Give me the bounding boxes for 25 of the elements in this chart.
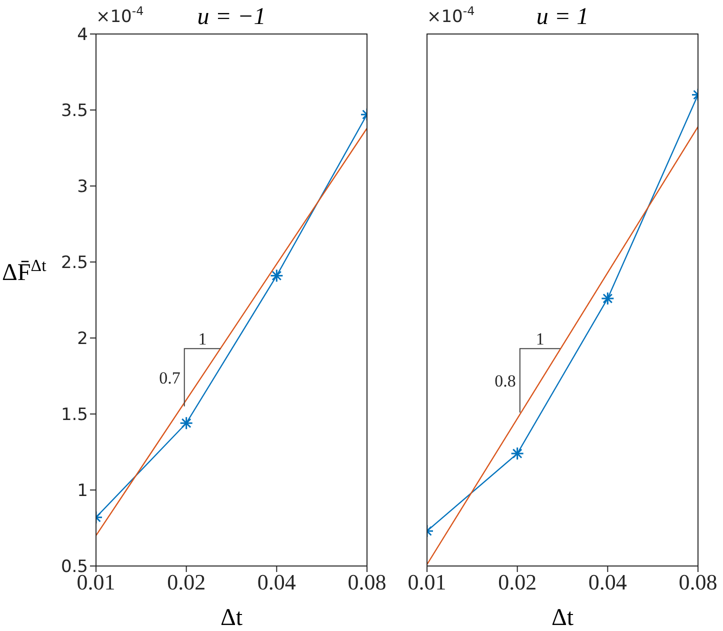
x-tick-label: 0.01: [408, 570, 446, 595]
text: ×10$^{-4}$: [96, 4, 144, 27]
annotation: 1: [198, 330, 207, 349]
y-tick-label: 2: [77, 329, 88, 350]
x-tick-label: 0.02: [167, 570, 206, 595]
y-axis-title: ΔF̄$^{Δt}$: [2, 256, 47, 286]
annotation: 1: [536, 330, 544, 349]
text: ×10$^{-4}$: [427, 4, 475, 27]
y-tick-label: 1: [77, 481, 88, 502]
x-tick-label: 0.04: [588, 570, 627, 595]
annotation: 0.7: [159, 368, 181, 388]
x-axis-title: Δt: [551, 605, 574, 631]
chart-title: u = −1: [197, 4, 266, 30]
y-tick-label: 3.5: [60, 101, 88, 122]
y-tick-label: 1.5: [60, 405, 88, 426]
annotation: 0.8: [494, 372, 516, 391]
y-tick-label: 4: [77, 25, 88, 46]
x-tick-label: 0.04: [257, 570, 296, 595]
y-tick-label: 3: [77, 177, 88, 198]
y-tick-label: 2.5: [60, 253, 88, 274]
x-tick-label: 0.08: [678, 570, 718, 595]
x-tick-label: 0.08: [348, 570, 386, 595]
x-axis-title: Δt: [220, 605, 243, 631]
x-tick-label: 0.02: [498, 570, 537, 595]
chart-title: u = 1: [536, 4, 589, 30]
